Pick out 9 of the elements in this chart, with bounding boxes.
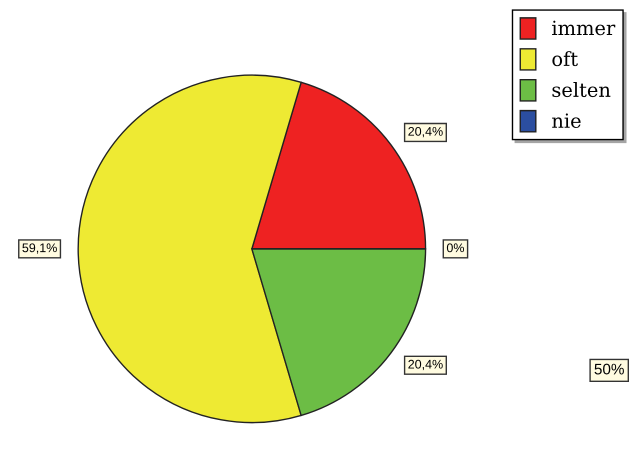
data-label: 59,1%: [22, 243, 57, 254]
text: 50%: [594, 364, 624, 374]
data-label: 20,4%: [408, 126, 443, 138]
legend-label: immer: [552, 20, 616, 36]
data-label: 20,4%: [408, 360, 443, 370]
legend-label: selten: [552, 82, 610, 98]
legend-label: nie: [552, 113, 581, 128]
legend-label: oft: [552, 51, 578, 66]
text: 0%: [446, 243, 464, 252]
